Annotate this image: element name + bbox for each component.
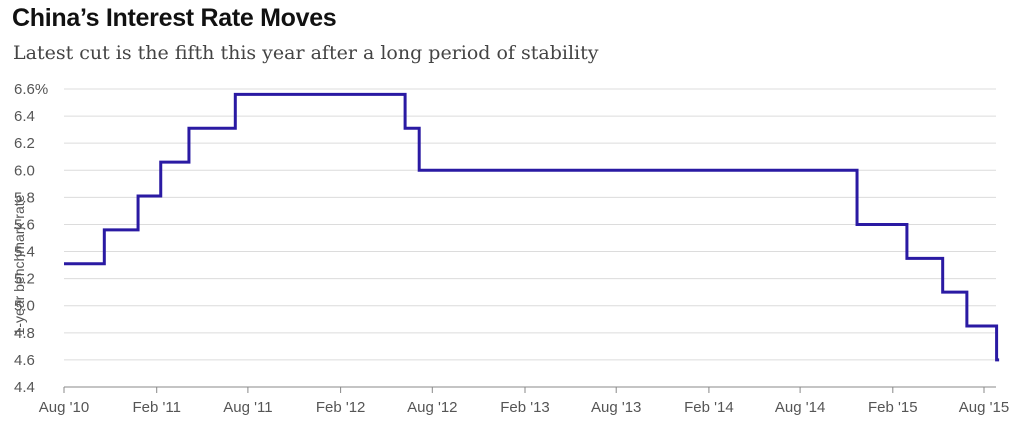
x-tick-label: Feb '11: [132, 399, 180, 416]
y-tick-label: 4.8: [14, 325, 35, 342]
y-tick-label: 5.4: [14, 244, 35, 261]
x-tick-label: Aug '13: [591, 399, 641, 416]
y-tick-label: 6.4: [14, 108, 35, 125]
y-tick-label: 6.0: [14, 162, 35, 179]
x-tick-label: Aug '14: [775, 399, 825, 416]
series-line: [64, 92, 1000, 362]
y-tick-label: 5.8: [14, 189, 35, 206]
x-tick-label: Feb '14: [684, 399, 734, 416]
x-tick-label: Aug '12: [407, 399, 457, 416]
y-axis-ticks: 4.4 4.6 4.8 5.0 5.2 5.4 5.6 5.8 6.0 6.2 6.4 6.6%: [14, 81, 48, 396]
y-tick-label: 5.2: [14, 271, 35, 288]
y-tick-label: 5.6: [14, 216, 35, 233]
chart-subtitle: Latest cut is the fifth this year after …: [13, 42, 599, 64]
x-tick-label: Aug '11: [223, 399, 272, 416]
x-tick-label: Aug '15: [959, 399, 1009, 416]
y-tick-label: 5.0: [14, 298, 35, 315]
x-axis: Aug '10 Feb '11 Aug '11 Feb '12 Aug '12 Feb '…: [39, 386, 1009, 416]
chart-title: China’s Interest Rate Moves: [12, 4, 337, 32]
y-tick-label: 6.6%: [14, 81, 48, 98]
series-group: [64, 92, 1000, 362]
y-tick-label: 4.6: [14, 352, 35, 369]
y-tick-label: 6.2: [14, 135, 35, 152]
x-tick-label: Feb '12: [316, 399, 366, 416]
y-axis-label: 1-year benchmark rate: [11, 194, 27, 335]
x-tick-label: Feb '15: [868, 399, 918, 416]
x-tick-label: Aug '10: [39, 399, 89, 416]
y-tick-label: 4.4: [14, 379, 35, 396]
x-tick-label: Feb '13: [500, 399, 550, 416]
